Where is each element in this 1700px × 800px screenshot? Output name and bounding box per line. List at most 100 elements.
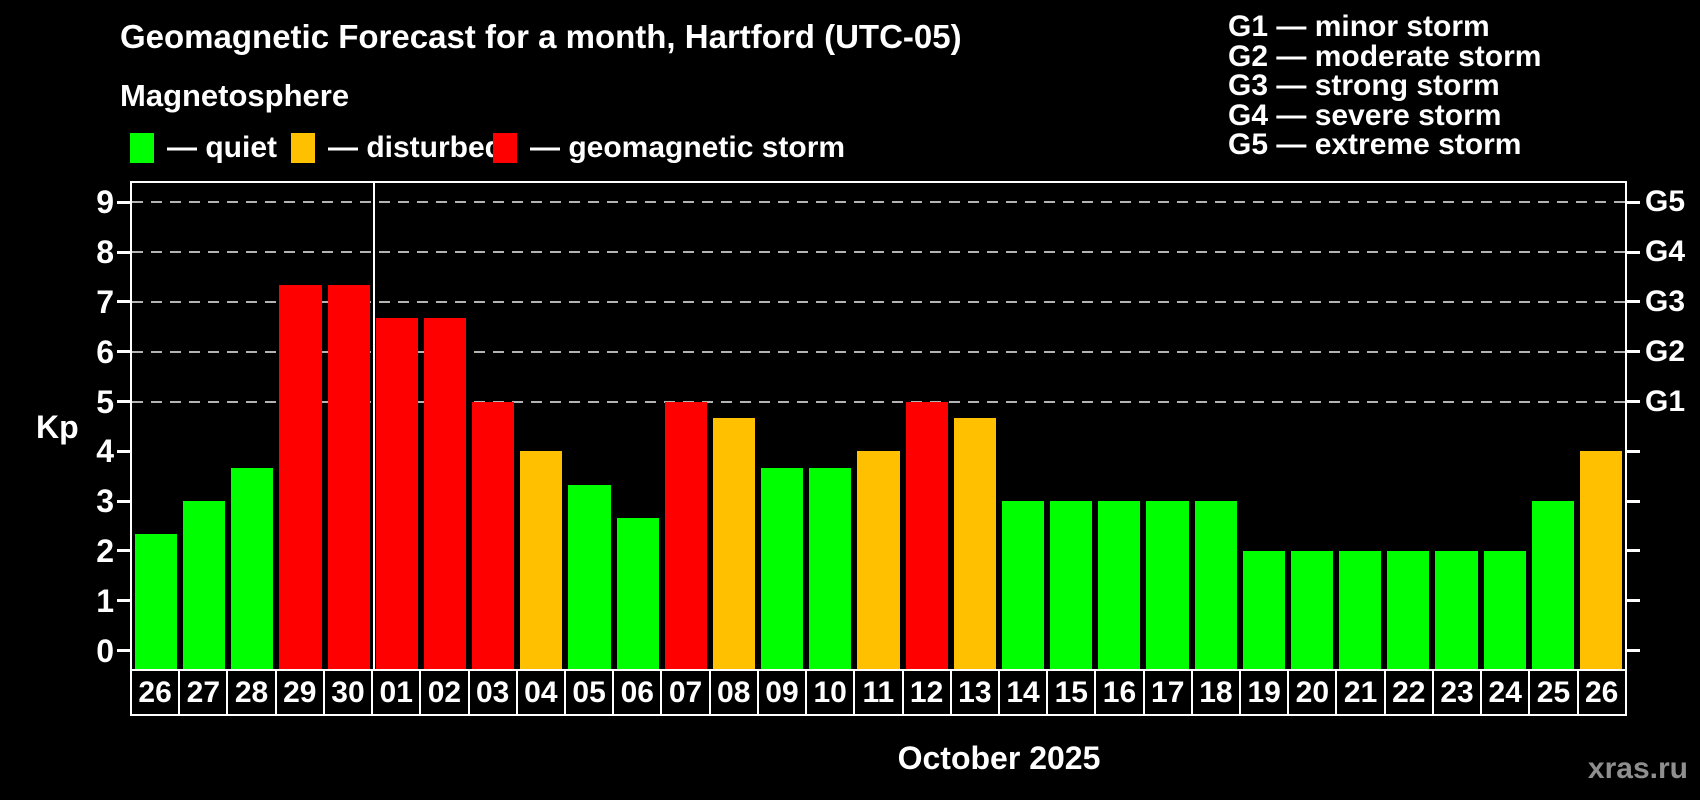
day-label: 19	[1241, 671, 1290, 714]
kp-bar	[375, 318, 418, 669]
day-label: 14	[1000, 671, 1049, 714]
gridline-kp8	[132, 251, 1625, 254]
day-label: 26	[132, 671, 181, 714]
g-tick	[1627, 400, 1640, 403]
y-tick	[117, 449, 130, 453]
y-tick	[117, 350, 130, 354]
y-tick-label: 3	[96, 483, 114, 520]
y-tick	[117, 200, 130, 204]
kp-bar	[1579, 451, 1622, 669]
kp-bar	[1146, 501, 1189, 669]
y-tick-label: 4	[96, 433, 114, 470]
kp-bar	[1050, 501, 1093, 669]
day-label: 20	[1289, 671, 1338, 714]
g-tick	[1627, 649, 1640, 652]
day-label: 17	[1145, 671, 1193, 714]
day-label: 11	[855, 671, 904, 714]
day-label-row: 26 27 28 29 30 01 02 03 04 05 06 07 08 09 10 11 12 13 14 15…	[130, 669, 1627, 716]
g-tick	[1627, 350, 1640, 354]
y-axis-title: Kp	[36, 409, 79, 445]
day-label: 21	[1337, 671, 1386, 714]
g-tick	[1627, 449, 1640, 453]
day-label: 03	[470, 671, 518, 714]
y-tick-label: 6	[96, 333, 114, 370]
kp-bar	[135, 534, 178, 669]
y-tick-label: 1	[96, 582, 114, 619]
gridline-kp5	[132, 400, 1625, 403]
kp-bar	[1339, 550, 1382, 669]
day-label: 23	[1434, 671, 1483, 714]
day-label: 27	[180, 671, 229, 714]
kp-bar	[616, 517, 659, 669]
legend-item-storm: — geomagnetic storm	[493, 131, 845, 164]
y-tick-label: 5	[96, 383, 114, 420]
g-tick	[1627, 250, 1640, 254]
g-tick-label: G2	[1645, 334, 1686, 368]
storm-swatch-icon	[493, 133, 517, 163]
kp-bar	[183, 501, 226, 669]
kp-bar	[1001, 501, 1045, 669]
kp-bar	[327, 285, 370, 669]
g-legend-item: G1 — minor storm	[1228, 10, 1490, 43]
kp-bar	[1242, 550, 1285, 669]
y-tick	[117, 599, 130, 603]
y-tick-label: 7	[96, 283, 114, 320]
day-label: 02	[421, 671, 470, 714]
kp-bar	[1098, 501, 1141, 669]
day-label: 18	[1193, 671, 1242, 714]
day-label: 26	[1584, 675, 1619, 709]
legend-label-disturbed: — disturbed	[328, 131, 504, 164]
kp-bar	[857, 451, 900, 669]
day-label: 24	[1482, 671, 1531, 714]
kp-bar	[1387, 550, 1430, 669]
y-tick-label: 2	[96, 532, 114, 569]
kp-bar	[423, 318, 467, 669]
y-tick	[117, 300, 130, 304]
kp-bar	[279, 285, 322, 669]
kp-bar	[520, 451, 563, 669]
kp-bar	[1483, 550, 1526, 669]
day-label: 30	[325, 671, 374, 714]
y-tick	[117, 400, 130, 403]
g-legend-item: G2 — moderate storm	[1228, 39, 1542, 73]
g-tick-label: G1	[1645, 384, 1686, 418]
kp-bar	[953, 417, 996, 669]
gridline-kp7	[132, 300, 1625, 303]
chart-title: Geomagnetic Forecast for a month, Hartfo…	[120, 18, 962, 55]
g-tick	[1627, 200, 1640, 204]
kp-bar	[1194, 501, 1237, 669]
g-tick	[1627, 549, 1640, 553]
y-tick-label: 8	[96, 234, 114, 271]
day-label: 22	[1386, 671, 1434, 714]
kp-bar	[905, 401, 948, 669]
kp-bar	[809, 467, 852, 669]
y-tick	[117, 250, 130, 254]
y-tick-label: 0	[96, 632, 114, 669]
x-axis-title: October 2025	[897, 740, 1101, 776]
watermark: xras.ru	[1587, 752, 1688, 785]
g-tick	[1627, 499, 1640, 503]
plot-area	[130, 181, 1627, 669]
kp-bar	[664, 401, 707, 669]
g-scale-legend: G1 — minor storm G2 — moderate storm G3 — …	[1228, 12, 1541, 160]
disturbed-swatch-icon	[291, 133, 315, 163]
kp-bar	[568, 484, 611, 669]
day-label: 13	[952, 671, 1000, 714]
g-legend-item: G3 — strong storm	[1228, 69, 1500, 103]
legend-item-disturbed: — disturbed	[291, 131, 504, 164]
g-legend-item: G5 — extreme storm	[1228, 128, 1522, 162]
g-tick	[1627, 599, 1640, 603]
day-label: 04	[518, 671, 566, 714]
g-tick-label: G4	[1645, 235, 1686, 269]
gridline-kp9	[132, 201, 1625, 204]
kp-bar	[1435, 550, 1478, 669]
kp-bar	[1531, 501, 1574, 669]
kp-bar	[1290, 550, 1334, 669]
y-tick	[117, 649, 130, 652]
g-tick	[1627, 300, 1640, 304]
day-label: 12	[904, 671, 952, 714]
g-tick-label: G5	[1645, 185, 1686, 219]
kp-bar	[231, 467, 274, 669]
y-tick	[117, 499, 130, 503]
